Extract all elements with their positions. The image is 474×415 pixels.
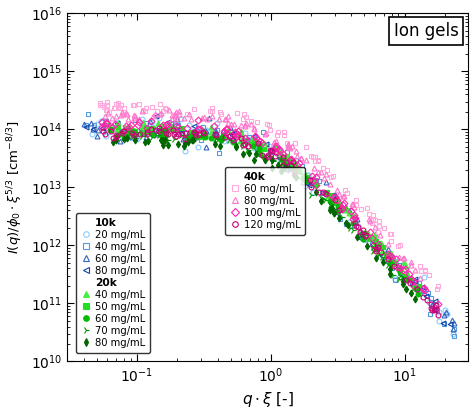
X-axis label: $q \cdot \xi$ [-]: $q \cdot \xi$ [-] (242, 391, 294, 410)
Legend: 40k, 60 mg/mL, 80 mg/mL, 100 mg/mL, 120 mg/mL: 40k, 60 mg/mL, 80 mg/mL, 100 mg/mL, 120 … (225, 166, 305, 234)
Y-axis label: $I(q) / \phi_0 \cdot \xi^{5/3}$ [cm$^{-8/3}$]: $I(q) / \phi_0 \cdot \xi^{5/3}$ [cm$^{-8… (6, 120, 25, 254)
Text: Ion gels: Ion gels (393, 22, 458, 40)
